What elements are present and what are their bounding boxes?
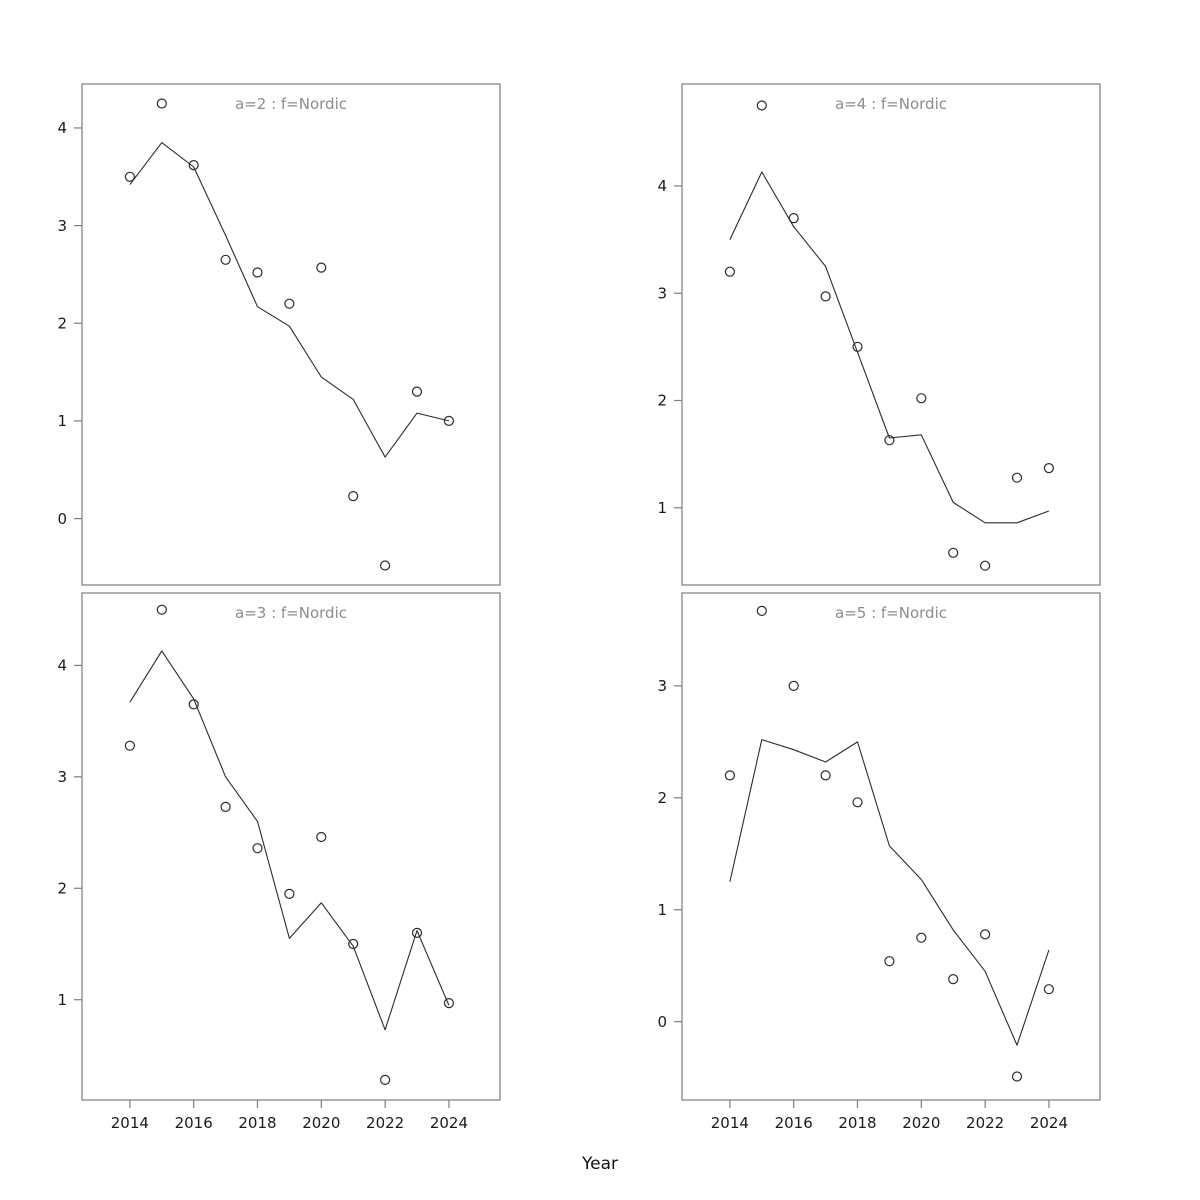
y-tick-label: 3 — [57, 768, 67, 786]
fit-line — [129, 650, 450, 1031]
x-tick-label: 2020 — [302, 1114, 340, 1132]
x-tick-label: 2020 — [902, 1114, 940, 1132]
data-point — [724, 770, 736, 781]
panel-title: a=2 : f=Nordic — [235, 95, 347, 113]
x-tick-label: 2016 — [775, 1114, 813, 1132]
y-tick-label: 0 — [657, 1013, 667, 1031]
data-point — [852, 341, 863, 352]
panel-title: a=5 : f=Nordic — [835, 604, 947, 622]
y-tick-label: 3 — [657, 677, 667, 695]
data-point — [252, 267, 263, 278]
y-tick-label: 2 — [657, 789, 667, 807]
data-point — [884, 435, 895, 446]
panel-border — [81, 592, 501, 1101]
data-point — [411, 927, 423, 939]
data-point — [948, 973, 959, 985]
data-point — [1043, 984, 1055, 995]
y-tick-label: 2 — [657, 392, 667, 410]
x-tick-label: 2018 — [838, 1114, 876, 1132]
x-tick-label: 2018 — [238, 1114, 276, 1132]
data-point — [820, 770, 831, 781]
data-point — [884, 956, 895, 967]
data-point — [348, 938, 359, 950]
data-point — [852, 797, 863, 808]
x-tick-label: 2024 — [1030, 1114, 1068, 1132]
data-point — [1043, 463, 1055, 474]
data-point — [916, 932, 927, 943]
data-point — [284, 298, 295, 309]
y-tick-label: 3 — [657, 284, 667, 302]
data-point — [220, 801, 231, 813]
panel-title: a=4 : f=Nordic — [835, 95, 947, 113]
y-tick-label: 1 — [657, 499, 667, 517]
x-tick-label: 2024 — [430, 1114, 468, 1132]
data-point — [124, 171, 135, 182]
y-tick-label: 0 — [57, 510, 67, 528]
data-point — [724, 266, 736, 277]
y-tick-label: 4 — [57, 657, 67, 675]
panel-border — [81, 83, 501, 586]
data-point — [788, 680, 799, 692]
data-point — [1011, 1071, 1023, 1082]
y-tick-label: 2 — [57, 880, 67, 898]
y-tick-label: 1 — [57, 991, 67, 1009]
y-tick-label: 3 — [57, 217, 67, 235]
y-tick-label: 2 — [57, 315, 67, 333]
panel-border — [681, 592, 1101, 1101]
data-point — [156, 98, 167, 109]
data-point — [916, 393, 927, 404]
data-point — [316, 262, 327, 273]
data-point — [443, 997, 454, 1009]
data-point — [220, 254, 231, 265]
x-tick-label: 2014 — [711, 1114, 749, 1132]
y-tick-label: 1 — [657, 901, 667, 919]
data-point — [284, 888, 295, 900]
data-point — [820, 291, 831, 302]
data-point — [979, 929, 991, 940]
data-point — [756, 100, 767, 111]
data-point — [380, 560, 391, 571]
fit-line — [729, 739, 1050, 1046]
data-point — [252, 843, 263, 854]
data-point — [124, 740, 135, 751]
y-tick-label: 1 — [57, 412, 67, 430]
data-point — [756, 605, 767, 617]
data-point — [411, 386, 423, 397]
panel-title: a=3 : f=Nordic — [235, 604, 347, 622]
x-axis-label: Year — [582, 1154, 618, 1174]
x-tick-label: 2022 — [966, 1114, 1004, 1132]
y-tick-label: 4 — [657, 177, 667, 195]
data-point — [316, 831, 327, 843]
data-point — [188, 160, 199, 171]
data-point — [188, 699, 199, 710]
data-point — [948, 547, 959, 558]
data-point — [348, 491, 359, 502]
data-point — [788, 213, 799, 224]
panel-border — [681, 83, 1101, 586]
data-point — [380, 1074, 391, 1086]
x-tick-label: 2022 — [366, 1114, 404, 1132]
fit-line — [129, 142, 450, 458]
x-tick-label: 2016 — [175, 1114, 213, 1132]
y-tick-label: 4 — [57, 119, 67, 137]
data-point — [443, 415, 454, 426]
fit-line — [729, 171, 1050, 524]
data-point — [979, 560, 991, 571]
data-point — [156, 604, 167, 615]
data-point — [1011, 472, 1023, 483]
x-tick-label: 2014 — [111, 1114, 149, 1132]
